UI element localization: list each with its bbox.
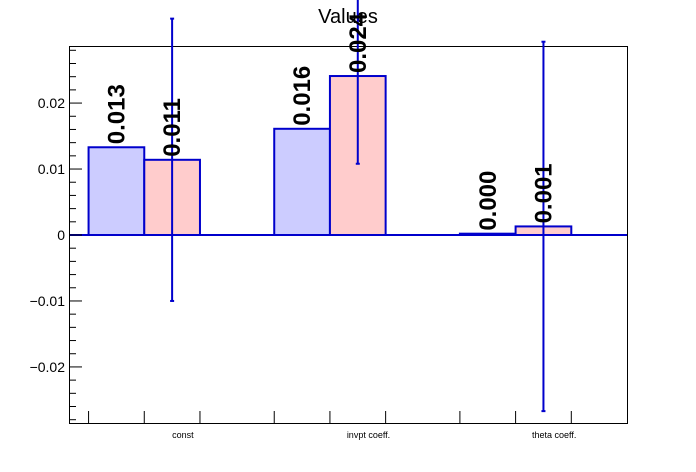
x-axis: const invpt coeff. theta coeff. bbox=[88, 411, 576, 440]
data-label-2-0: 0.011 bbox=[159, 98, 186, 157]
data-label-1-2: 0.000 bbox=[475, 171, 502, 231]
plot-frame bbox=[69, 46, 628, 424]
x-tick-label: const bbox=[172, 430, 194, 440]
y-tick-label: −0.01 bbox=[30, 293, 66, 309]
y-tick-label: 0.02 bbox=[38, 95, 65, 111]
y-tick-label: 0 bbox=[57, 227, 65, 243]
error-bars-layer bbox=[170, 0, 546, 413]
x-tick-label: invpt coeff. bbox=[347, 430, 390, 440]
x-tick-label: theta coeff. bbox=[532, 430, 576, 440]
data-labels-layer: 0.013 0.011 0.016 0.024 0.000 0.001 bbox=[103, 12, 557, 230]
data-label-2-2: 0.001 bbox=[530, 163, 557, 223]
data-label-1-1: 0.016 bbox=[289, 66, 316, 126]
y-tick-label: −0.02 bbox=[30, 359, 66, 375]
y-axis: −0.02 −0.01 0 0.01 0.02 bbox=[30, 49, 82, 421]
bar-1-0 bbox=[87, 146, 146, 236]
chart-title: Values bbox=[318, 6, 378, 28]
data-label-1-0: 0.013 bbox=[103, 84, 130, 144]
data-label-2-1: 0.024 bbox=[345, 12, 372, 73]
y-tick-label: 0.01 bbox=[38, 161, 65, 177]
bar-1-1 bbox=[273, 127, 331, 236]
